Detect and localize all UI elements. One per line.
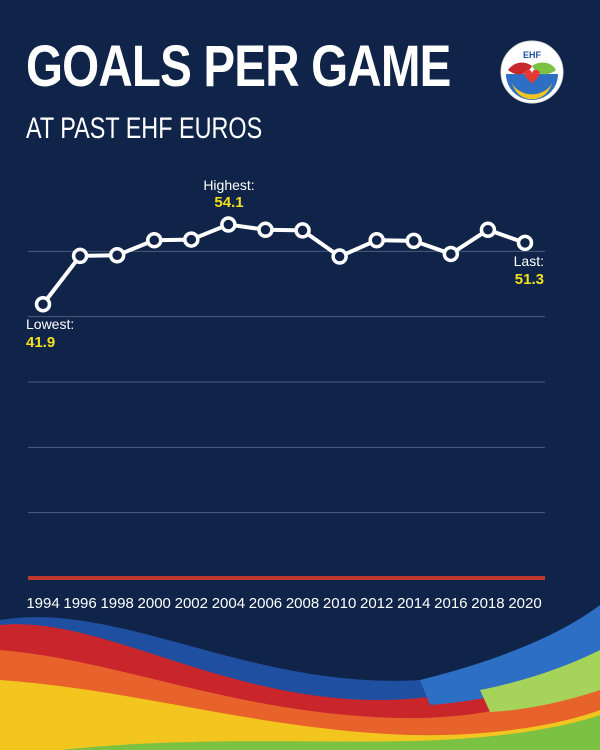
data-point	[108, 247, 126, 264]
lowest-value: 41.9	[26, 334, 55, 351]
x-tick-label: 2000	[138, 595, 171, 612]
x-tick-label: 2020	[508, 595, 541, 612]
page-title: GOALS PER GAME	[26, 34, 451, 99]
data-point	[442, 245, 460, 263]
data-point	[479, 221, 497, 239]
ehf-logo: EHF	[500, 40, 564, 104]
x-tick-label: 1994	[26, 595, 59, 612]
data-point	[405, 232, 423, 250]
highest-value: 54.1	[214, 194, 243, 211]
x-tick-labels: 1994 1996 1998 2000 2002 2004 2006 2008 2010 2012…	[26, 595, 541, 612]
data-point	[257, 221, 274, 239]
x-tick-label: 2010	[323, 595, 356, 612]
x-tick-label: 2002	[175, 595, 208, 612]
x-tick-label: 2012	[360, 595, 393, 612]
data-point	[183, 231, 200, 248]
series-line	[41, 222, 526, 306]
data-point	[220, 216, 237, 233]
highest-label: Highest:	[203, 177, 254, 193]
data-point	[331, 248, 348, 265]
logo-text: EHF	[523, 50, 542, 60]
x-tick-label: 1996	[63, 595, 96, 612]
data-points	[34, 216, 534, 313]
data-point	[34, 296, 52, 313]
last-label: Last:	[514, 253, 544, 269]
page-subtitle: AT PAST EHF EUROS	[26, 112, 263, 145]
data-point	[516, 234, 534, 252]
x-tick-label: 2008	[286, 595, 319, 612]
data-point	[294, 222, 311, 239]
x-tick-label: 2014	[397, 595, 430, 612]
x-tick-label: 2004	[212, 595, 245, 612]
x-tick-label: 1998	[100, 595, 133, 612]
last-value: 51.3	[515, 271, 544, 288]
x-tick-label: 2006	[249, 595, 282, 612]
data-point	[145, 231, 163, 249]
x-tick-label: 2016	[434, 595, 467, 612]
data-point	[368, 231, 385, 249]
lowest-label: Lowest:	[26, 316, 74, 332]
data-point	[71, 247, 89, 265]
gridlines	[28, 250, 545, 514]
x-tick-label: 2018	[471, 595, 504, 612]
